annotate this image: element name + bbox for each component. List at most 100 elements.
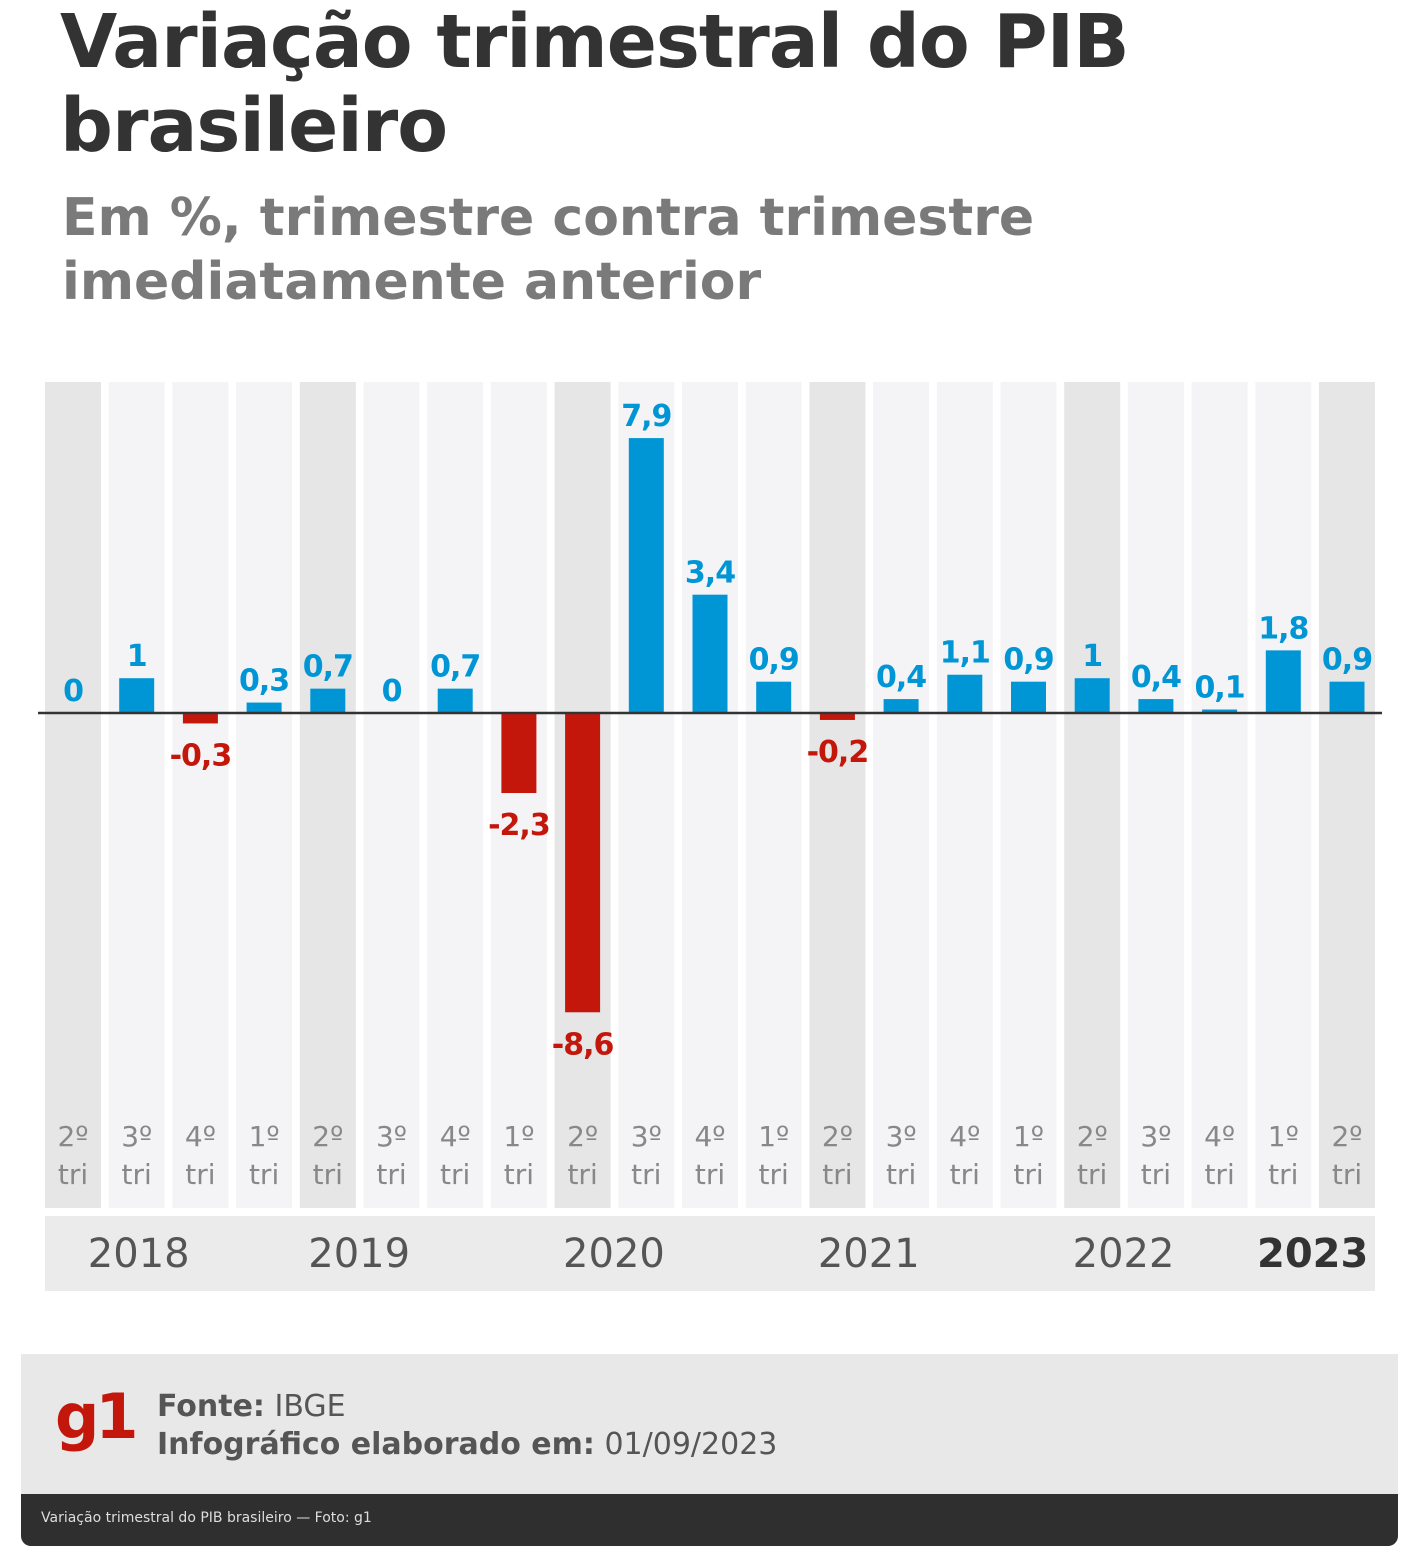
quarter-tick-label: 2º <box>57 1120 88 1153</box>
quarter-tick-suffix: tri <box>695 1158 725 1191</box>
quarter-tick-suffix: tri <box>886 1158 916 1191</box>
bar <box>756 681 792 713</box>
data-label: 0,9 <box>749 643 799 678</box>
bar <box>628 438 664 713</box>
source-value: IBGE <box>274 1389 346 1424</box>
bar <box>310 688 346 713</box>
quarter-tick-suffix: tri <box>950 1158 980 1191</box>
bar <box>947 674 983 713</box>
quarter-tick-label: 4º <box>440 1120 471 1153</box>
quarter-tick-label: 3º <box>121 1120 152 1153</box>
year-group-box <box>1250 1216 1375 1291</box>
quarter-tick-suffix: tri <box>504 1158 534 1191</box>
data-label: 0,1 <box>1195 671 1245 706</box>
date-value: 01/09/2023 <box>604 1427 778 1462</box>
g1-logo: g1 <box>55 1380 139 1453</box>
data-label: 0,9 <box>1322 643 1372 678</box>
quarter-tick-suffix: tri <box>376 1158 406 1191</box>
data-label: 7,9 <box>621 399 671 434</box>
bar <box>1138 699 1174 713</box>
quarter-tick-suffix: tri <box>1332 1158 1362 1191</box>
bar <box>1202 709 1238 713</box>
bar <box>501 713 537 794</box>
quarter-tick-label: 3º <box>886 1120 917 1153</box>
bar <box>119 678 155 713</box>
quarter-tick-suffix: tri <box>1204 1158 1234 1191</box>
quarter-tick-suffix: tri <box>440 1158 470 1191</box>
data-label: -0,2 <box>807 735 869 770</box>
bar <box>182 713 218 724</box>
quarter-tick-suffix: tri <box>249 1158 279 1191</box>
quarter-tick-suffix: tri <box>1141 1158 1171 1191</box>
data-label: 0,4 <box>876 660 926 695</box>
quarter-tick-label: 3º <box>1140 1120 1171 1153</box>
year-label: 2020 <box>563 1231 665 1277</box>
year-label: 2021 <box>818 1231 920 1277</box>
bar <box>1329 681 1365 713</box>
source-block: Fonte: IBGE Infográfico elaborado em: 01… <box>157 1388 777 1464</box>
quarter-band <box>490 382 547 1208</box>
bar <box>692 594 728 713</box>
data-label: 1,1 <box>940 636 990 671</box>
bar <box>1011 681 1046 713</box>
quarter-tick-suffix: tri <box>58 1158 88 1191</box>
data-label: 1 <box>1082 639 1102 674</box>
quarter-tick-suffix: tri <box>567 1158 597 1191</box>
quarter-band <box>45 382 101 1208</box>
source-label: Fonte: <box>157 1389 265 1424</box>
quarter-tick-label: 4º <box>1204 1120 1235 1153</box>
year-group-box <box>485 1216 742 1291</box>
data-label: 0,7 <box>430 650 480 685</box>
quarter-tick-suffix: tri <box>759 1158 789 1191</box>
quarter-tick-label: 3º <box>631 1120 662 1153</box>
data-label: 0 <box>382 674 402 709</box>
bar <box>883 699 919 713</box>
data-label: 0,7 <box>303 650 353 685</box>
quarter-band <box>108 382 165 1208</box>
quarter-band <box>363 382 420 1208</box>
footer: g1 Fonte: IBGE Infográfico elaborado em:… <box>21 1354 1398 1494</box>
data-label: 0,9 <box>1003 643 1053 678</box>
quarter-tick-suffix: tri <box>1013 1158 1043 1191</box>
date-label: Infográfico elaborado em: <box>157 1427 595 1462</box>
bar-chart: 0 1 -0,3 0,3 0,7 0 0,7 -2,3 -8,6 7,9 3,4 0,9 -0,2 0,4… <box>38 382 1382 1291</box>
data-label: 0,3 <box>239 664 289 699</box>
year-label: 2018 <box>88 1231 190 1277</box>
quarter-tick-label: 1º <box>503 1120 534 1153</box>
quarter-band <box>236 382 293 1208</box>
quarter-band <box>873 382 930 1208</box>
quarter-tick-suffix: tri <box>313 1158 343 1191</box>
quarter-tick-suffix: tri <box>185 1158 215 1191</box>
chart-title: Variação trimestral do PIB brasileiro <box>60 0 1130 169</box>
data-label: -0,3 <box>170 738 232 773</box>
bar <box>246 702 282 713</box>
quarter-band <box>427 382 484 1208</box>
quarter-tick-suffix: tri <box>1268 1158 1298 1191</box>
data-label: -8,6 <box>552 1027 614 1062</box>
quarter-tick-label: 1º <box>1013 1120 1044 1153</box>
chart-subtitle: Em %, trimestre contra trimestre imediat… <box>62 188 1035 312</box>
quarter-band <box>809 382 866 1208</box>
quarter-band <box>1064 382 1121 1208</box>
quarter-tick-label: 2º <box>567 1120 598 1153</box>
quarter-tick-label: 2º <box>822 1120 853 1153</box>
year-label: 2019 <box>308 1231 410 1277</box>
bar <box>1265 650 1301 713</box>
quarter-band <box>1255 382 1312 1208</box>
quarter-tick-label: 2º <box>1077 1120 1108 1153</box>
bar <box>819 713 855 720</box>
photo-caption: Variação trimestral do PIB brasileiro — … <box>41 1510 372 1526</box>
year-group-box <box>740 1216 997 1291</box>
quarter-tick-label: 2º <box>312 1120 343 1153</box>
data-label: 3,4 <box>685 556 735 591</box>
quarter-band <box>172 382 229 1208</box>
caption-bar: Variação trimestral do PIB brasileiro — … <box>21 1494 1398 1546</box>
quarter-tick-label: 4º <box>949 1120 980 1153</box>
data-label: -2,3 <box>488 808 550 843</box>
data-label: 0,4 <box>1131 660 1181 695</box>
quarter-band <box>682 382 738 1208</box>
quarter-band <box>745 382 802 1208</box>
quarter-tick-label: 2º <box>1331 1120 1362 1153</box>
year-group-box <box>231 1216 488 1291</box>
quarter-tick-label: 4º <box>185 1120 216 1153</box>
